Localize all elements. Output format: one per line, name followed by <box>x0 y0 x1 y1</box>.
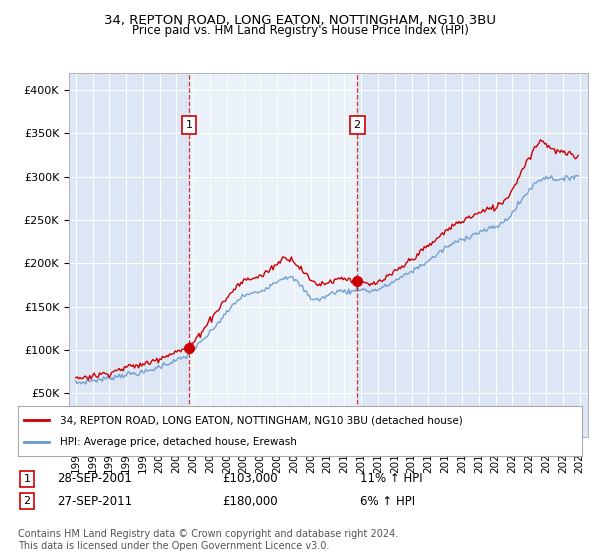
Text: HPI: Average price, detached house, Erewash: HPI: Average price, detached house, Erew… <box>60 437 297 447</box>
Text: 6% ↑ HPI: 6% ↑ HPI <box>360 494 415 508</box>
Text: Contains HM Land Registry data © Crown copyright and database right 2024.
This d: Contains HM Land Registry data © Crown c… <box>18 529 398 551</box>
Text: 2: 2 <box>353 120 361 130</box>
Text: 2: 2 <box>23 496 31 506</box>
Text: 34, REPTON ROAD, LONG EATON, NOTTINGHAM, NG10 3BU (detached house): 34, REPTON ROAD, LONG EATON, NOTTINGHAM,… <box>60 415 463 425</box>
Text: 11% ↑ HPI: 11% ↑ HPI <box>360 472 422 486</box>
Text: 1: 1 <box>23 474 31 484</box>
Text: £180,000: £180,000 <box>222 494 278 508</box>
Text: Price paid vs. HM Land Registry's House Price Index (HPI): Price paid vs. HM Land Registry's House … <box>131 24 469 37</box>
Text: £103,000: £103,000 <box>222 472 278 486</box>
Bar <box>189 73 357 437</box>
Text: 28-SEP-2001: 28-SEP-2001 <box>57 472 132 486</box>
Text: 1: 1 <box>185 120 193 130</box>
Text: 27-SEP-2011: 27-SEP-2011 <box>57 494 132 508</box>
Text: 34, REPTON ROAD, LONG EATON, NOTTINGHAM, NG10 3BU: 34, REPTON ROAD, LONG EATON, NOTTINGHAM,… <box>104 14 496 27</box>
